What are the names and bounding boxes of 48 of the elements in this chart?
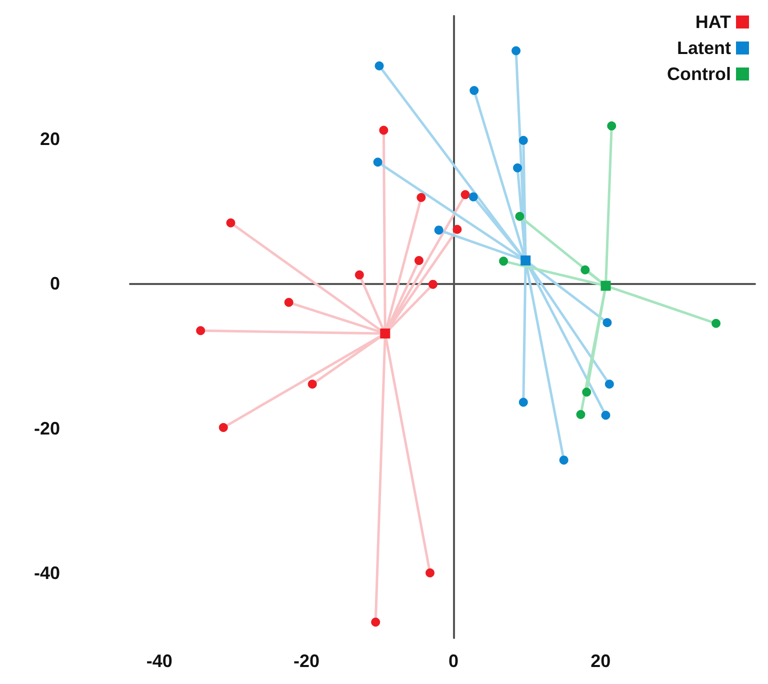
legend-label: HAT [695, 12, 731, 32]
point [468, 192, 478, 202]
point [518, 136, 528, 145]
point [452, 224, 462, 234]
point [371, 618, 380, 627]
legend-label: Latent [677, 38, 732, 58]
point [513, 163, 522, 172]
point [518, 398, 528, 407]
point [499, 256, 508, 266]
point [416, 193, 426, 202]
y-tick-label: -20 [34, 418, 60, 438]
point [576, 410, 586, 420]
point [601, 410, 610, 420]
point [600, 280, 611, 291]
y-tick-label: 20 [40, 128, 60, 149]
x-tick-label: 20 [590, 651, 611, 671]
point [434, 226, 444, 235]
point [512, 46, 521, 56]
point [379, 126, 388, 135]
point [582, 388, 592, 397]
point [373, 158, 382, 167]
point [580, 265, 590, 274]
point [284, 298, 294, 307]
point [354, 270, 364, 280]
y-tick-label: 0 [50, 274, 60, 294]
point [218, 423, 228, 432]
point [196, 326, 206, 336]
point [426, 568, 434, 578]
point [559, 456, 568, 465]
point [460, 190, 470, 200]
y-tick-label: -40 [34, 562, 60, 583]
point [308, 380, 317, 389]
point [515, 212, 524, 221]
point [428, 280, 438, 289]
point [607, 121, 616, 130]
point [414, 256, 424, 265]
point [712, 318, 721, 328]
legend-label: Control [667, 64, 731, 84]
point [470, 86, 479, 95]
x-tick-label: -40 [146, 651, 172, 671]
x-tick-label: -20 [293, 651, 320, 671]
point [602, 318, 612, 328]
point [380, 328, 390, 339]
point [374, 61, 384, 70]
x-tick-label: 0 [448, 651, 459, 671]
point [604, 380, 614, 389]
point [226, 218, 236, 228]
point [520, 255, 531, 266]
